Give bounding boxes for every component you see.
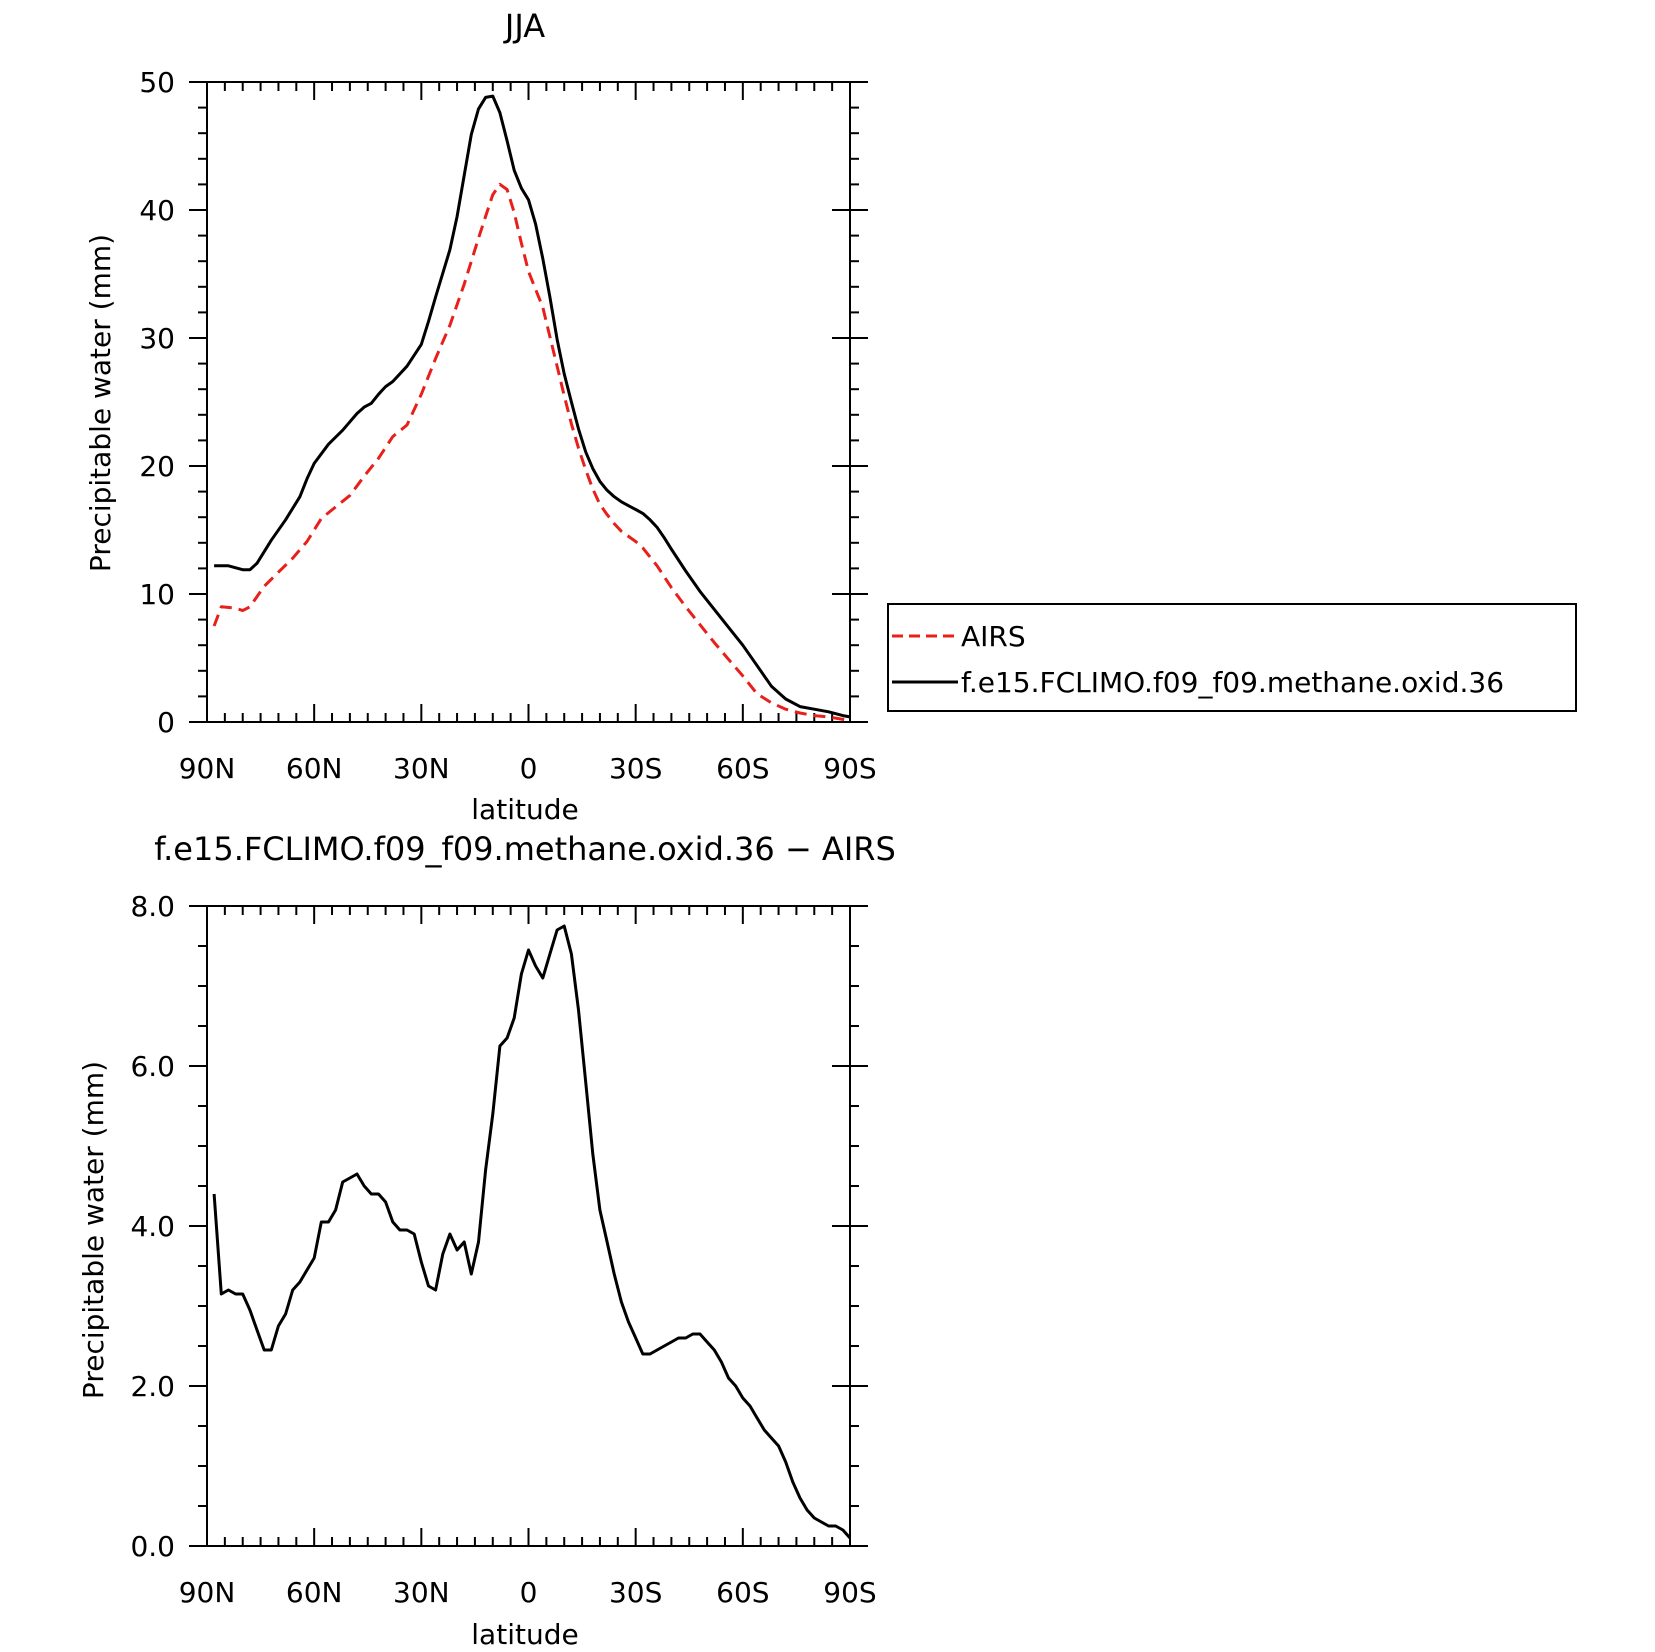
x-tick-label: 0 <box>520 752 538 785</box>
y-axis-label-top: Precipitable water (mm) <box>84 234 117 572</box>
y-axis-label-bottom: Precipitable water (mm) <box>77 1061 110 1399</box>
x-axis-label-top: latitude <box>471 793 578 826</box>
y-tick-label: 20 <box>139 450 175 483</box>
x-tick-label: 90N <box>179 1576 236 1609</box>
chart-title-top: JJA <box>503 7 545 45</box>
chart-panel-top: JJA latitude Precipitable water (mm) 90N… <box>84 7 877 826</box>
y-tick-label: 4.0 <box>130 1210 175 1243</box>
x-tick-label: 30S <box>609 752 662 785</box>
legend: AIRS f.e15.FCLIMO.f09_f09.methane.oxid.3… <box>887 603 1577 712</box>
x-tick-label: 90S <box>823 752 876 785</box>
x-tick-label: 30S <box>609 1576 662 1609</box>
plot-frame <box>206 81 851 723</box>
plot-frame <box>206 905 851 1547</box>
x-tick-label: 60N <box>286 752 343 785</box>
x-tick-label: 30N <box>393 1576 450 1609</box>
series-line-1-0 <box>212 924 852 1539</box>
x-tick-label: 90S <box>823 1576 876 1609</box>
y-tick-label: 30 <box>139 322 175 355</box>
plot-area-bottom: 90N 60N 30N 0 30S 60S 90S 0.0 2.0 4.0 6.0 8.0 <box>130 890 876 1609</box>
x-axis-label-bottom: latitude <box>471 1618 578 1651</box>
legend-label-model: f.e15.FCLIMO.f09_f09.methane.oxid.36 <box>961 666 1504 699</box>
y-tick-label: 2.0 <box>130 1370 175 1403</box>
x-tick-label: 60N <box>286 1576 343 1609</box>
y-tick-label: 50 <box>139 66 175 99</box>
x-tick-label: 30N <box>393 752 450 785</box>
series-line-0-1 <box>214 94 851 719</box>
y-tick-label: 40 <box>139 194 175 227</box>
chart-panel-bottom: f.e15.FCLIMO.f09_f09.methane.oxid.36 − A… <box>77 830 896 1651</box>
chart-title-bottom: f.e15.FCLIMO.f09_f09.methane.oxid.36 − A… <box>154 830 896 868</box>
y-tick-label: 8.0 <box>130 890 175 923</box>
series-line-0-0 <box>212 182 851 723</box>
x-tick-label: 60S <box>716 1576 769 1609</box>
x-tick-label: 0 <box>520 1576 538 1609</box>
legend-label-airs: AIRS <box>961 620 1026 653</box>
y-tick-label: 0 <box>157 706 175 739</box>
legend-box <box>887 603 1577 712</box>
y-tick-label: 6.0 <box>130 1050 175 1083</box>
plot-area-top: 90N 60N 30N 0 30S 60S 90S 0 10 20 30 40 50 <box>139 66 876 785</box>
y-tick-label: 10 <box>139 578 175 611</box>
x-tick-label: 90N <box>179 752 236 785</box>
y-tick-label: 0.0 <box>130 1530 175 1563</box>
x-tick-label: 60S <box>716 752 769 785</box>
